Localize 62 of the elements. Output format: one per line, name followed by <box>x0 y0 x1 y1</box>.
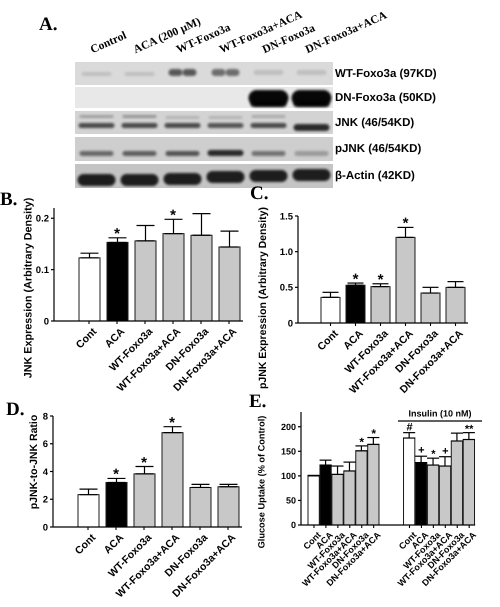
annotation: * <box>402 215 409 232</box>
y-tick-label: 200 <box>280 422 296 432</box>
y-axis-title: JNK Expression (Arbitrary Density) <box>22 198 35 378</box>
chart-title: E. <box>249 391 266 412</box>
annotation: * <box>431 448 436 460</box>
bar <box>190 486 212 527</box>
bar <box>134 473 156 527</box>
annotation: ** <box>464 424 474 436</box>
text: DN-Foxo3a (50KD) <box>335 92 436 104</box>
bar <box>370 286 390 323</box>
y-tick-label: 1.0 <box>280 247 293 258</box>
annotation: * <box>378 272 384 289</box>
y-tick-label: 150 <box>280 446 296 456</box>
text: pJNK (46/54KD) <box>335 143 422 155</box>
bar <box>162 233 184 321</box>
chart-title: C. <box>250 183 268 204</box>
y-tick-label: 0.1 <box>36 265 50 276</box>
bar <box>134 240 156 321</box>
y-tick-label: 50 <box>286 496 296 506</box>
annotation: # <box>406 422 413 434</box>
bar <box>446 286 466 323</box>
bar <box>162 432 184 527</box>
annotation: * <box>170 207 176 224</box>
annotation: Insulin (10 nM) <box>408 408 472 418</box>
bar <box>218 246 240 321</box>
annotation: * <box>169 414 176 432</box>
chart-title: B. <box>0 189 18 210</box>
y-tick-label: 0 <box>288 318 293 330</box>
bar <box>78 494 100 527</box>
annotation: * <box>359 434 364 449</box>
annotation: + <box>418 444 425 456</box>
y-tick-label: 1.5 <box>280 211 294 222</box>
bar <box>218 486 240 527</box>
chart-title: D. <box>6 399 24 420</box>
annotation: * <box>114 226 120 243</box>
y-tick-label: 6 <box>42 439 48 450</box>
y-tick-label: 100 <box>280 471 296 482</box>
bar <box>396 236 416 323</box>
y-tick-label: 2 <box>42 494 48 506</box>
y-tick-label: 0 <box>290 520 296 530</box>
y-tick-label: 0 <box>44 316 49 328</box>
annotation: * <box>113 466 120 484</box>
annotation: * <box>371 426 376 441</box>
text: WT-Foxo3a (97KD) <box>335 68 437 80</box>
annotation: * <box>141 454 148 472</box>
annotation: + <box>442 446 449 458</box>
y-axis-title: pJNK Expression (Arbitrary Density) <box>256 206 269 390</box>
bar <box>320 296 340 323</box>
y-tick-label: 0.5 <box>280 282 294 294</box>
y-axis-title: Glucose Uptake (% of Control) <box>256 416 266 548</box>
text: A. <box>39 14 58 35</box>
y-tick-label: 0.2 <box>36 214 49 225</box>
text: β-Actin (42KD) <box>335 170 415 182</box>
annotation: * <box>352 270 359 288</box>
bar <box>420 292 440 323</box>
text: JNK (46/54KD) <box>335 116 414 128</box>
bar <box>190 234 212 321</box>
y-tick-label: 0 <box>42 522 48 534</box>
bar <box>78 257 100 321</box>
y-axis-title: pJNK-to-JNK Ratio <box>28 414 40 510</box>
y-tick-label: 4 <box>42 466 49 478</box>
y-tick-label: 8 <box>42 411 48 422</box>
